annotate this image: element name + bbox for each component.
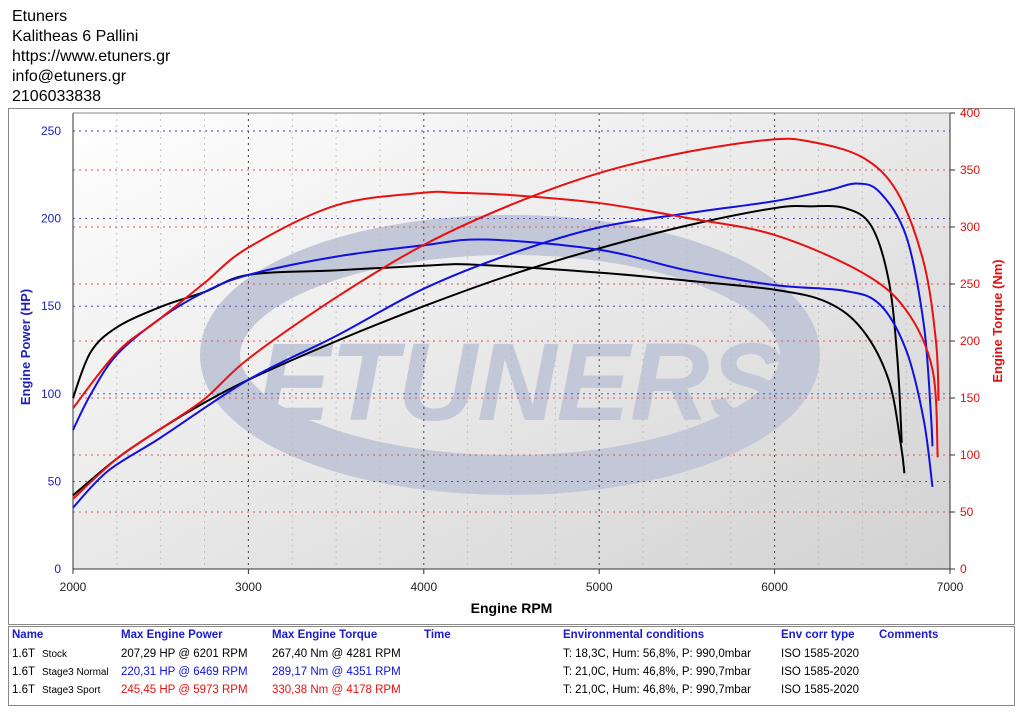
max-power: 207,29 HP @ 6201 RPM — [121, 648, 248, 660]
run-name: 1.6T — [12, 684, 36, 696]
col-comments: Comments — [879, 629, 939, 641]
shop-address: Kalitheas 6 Pallini — [12, 28, 139, 45]
y-tick-label: 0 — [54, 562, 61, 576]
col-power: Max Engine Power — [121, 629, 223, 641]
y-tick-label: 200 — [41, 212, 61, 226]
shop-email: info@etuners.gr — [12, 68, 127, 85]
shop-name: Etuners — [12, 8, 68, 25]
y2-tick-label: 350 — [960, 163, 980, 177]
col-corr: Env corr type — [781, 629, 855, 641]
env-conditions: T: 21,0C, Hum: 46,8%, P: 990,7mbar — [563, 666, 751, 678]
x-tick-label: 4000 — [410, 580, 437, 594]
y-tick-label: 250 — [41, 124, 61, 138]
shop-website: https://www.etuners.gr — [12, 48, 171, 65]
y2-tick-label: 150 — [960, 391, 980, 405]
x-tick-label: 2000 — [60, 580, 87, 594]
run-variant: Stock — [42, 649, 68, 660]
y-axis-title: Engine Power (HP) — [18, 289, 33, 405]
max-torque: 289,17 Nm @ 4351 RPM — [272, 666, 401, 678]
y2-tick-label: 200 — [960, 334, 980, 348]
series-1-6t-stock-torque — [72, 263, 906, 474]
shop-info: Etuners Kalitheas 6 Pallini https://www.… — [12, 7, 170, 107]
max-power: 245,45 HP @ 5973 RPM — [121, 684, 248, 696]
y2-tick-label: 250 — [960, 277, 980, 291]
run-variant: Stage3 Sport — [42, 685, 101, 696]
shop-phone: 2106033838 — [12, 88, 101, 105]
table-row: 1.6T Stage3 Sport 245,45 HP @ 5973 RPM 3… — [9, 684, 1014, 702]
y2-tick-label: 100 — [960, 448, 980, 462]
y-tick-label: 100 — [41, 387, 61, 401]
table-row: 1.6T Stock 207,29 HP @ 6201 RPM 267,40 N… — [9, 648, 1014, 666]
x-tick-label: 6000 — [761, 580, 788, 594]
table-row: 1.6T Stage3 Normal 220,31 HP @ 6469 RPM … — [9, 666, 1014, 684]
y2-tick-label: 0 — [960, 562, 967, 576]
x-axis-title: Engine RPM — [471, 600, 553, 616]
y-tick-label: 50 — [48, 474, 62, 488]
results-table: Name Max Engine Power Max Engine Torque … — [8, 626, 1015, 706]
watermark-text: ETUNERS — [257, 321, 783, 444]
max-torque: 267,40 Nm @ 4281 RPM — [272, 648, 401, 660]
run-variant: Stage3 Normal — [42, 667, 109, 678]
env-conditions: T: 18,3C, Hum: 56,8%, P: 990,0mbar — [563, 648, 751, 660]
col-time: Time — [424, 629, 451, 641]
y-tick-label: 150 — [41, 299, 61, 313]
table-header: Name Max Engine Power Max Engine Torque … — [9, 629, 1014, 647]
series-1-6t-stage3-sport-torque — [72, 190, 939, 458]
series-1-6t-stage3-sport-power — [72, 137, 940, 500]
watermark-logo — [200, 215, 820, 495]
x-tick-label: 3000 — [235, 580, 262, 594]
y2-tick-label: 400 — [960, 106, 980, 120]
series-1-6t-stage3-normal-power — [72, 182, 934, 509]
x-tick-label: 5000 — [586, 580, 613, 594]
col-torque: Max Engine Torque — [272, 629, 378, 641]
max-torque: 330,38 Nm @ 4178 RPM — [272, 684, 401, 696]
chart-frame — [8, 108, 1015, 625]
col-name: Name — [12, 629, 44, 641]
env-conditions: T: 21,0C, Hum: 46,8%, P: 990,7mbar — [563, 684, 751, 696]
env-corr: ISO 1585-2020 — [781, 684, 860, 696]
y2-tick-label: 300 — [960, 220, 980, 234]
x-tick-label: 7000 — [937, 580, 964, 594]
env-corr: ISO 1585-2020 — [781, 648, 860, 660]
series-1-6t-stock-power — [72, 205, 903, 497]
y2-axis-title: Engine Torque (Nm) — [990, 259, 1005, 382]
col-env: Environmental conditions — [563, 629, 705, 641]
max-power: 220,31 HP @ 6469 RPM — [121, 666, 248, 678]
run-name: 1.6T — [12, 666, 36, 678]
y2-tick-label: 50 — [960, 505, 974, 519]
run-name: 1.6T — [12, 648, 36, 660]
env-corr: ISO 1585-2020 — [781, 666, 860, 678]
